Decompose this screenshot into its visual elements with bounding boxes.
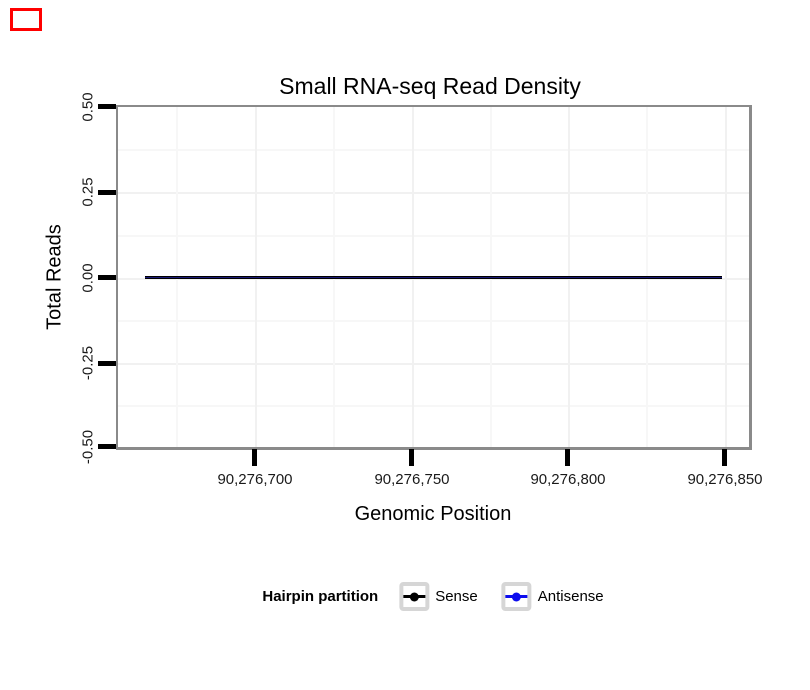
gridline-minor-h <box>118 149 749 151</box>
x-tick-mark <box>565 449 570 466</box>
legend-title: Hairpin partition <box>262 588 379 605</box>
legend-label-antisense: Antisense <box>537 588 604 605</box>
y-tick-label: 0.50 <box>79 92 97 122</box>
legend-label-sense: Sense <box>435 588 478 605</box>
legend-key-antisense-icon <box>501 582 532 611</box>
y-tick-label: 0.00 <box>79 263 97 293</box>
red-highlight-box <box>10 8 42 31</box>
x-tick-label: 90,276,850 <box>687 471 763 488</box>
x-tick-label: 90,276,750 <box>374 471 450 488</box>
y-tick-label: -0.25 <box>79 345 97 381</box>
gridline-major-h <box>118 278 749 280</box>
x-axis-title: Genomic Position <box>354 503 512 525</box>
gridline-minor-h <box>118 405 749 407</box>
gridline-major-v <box>725 107 727 447</box>
legend: Hairpin partition Sense Antisense <box>262 582 604 611</box>
y-tick-mark <box>98 444 116 449</box>
y-tick-mark <box>98 104 116 109</box>
y-tick-label: -0.50 <box>79 429 97 465</box>
y-tick-mark <box>98 361 116 366</box>
x-tick-mark <box>252 449 257 466</box>
sense-dot-icon <box>409 592 419 601</box>
x-tick-mark <box>722 449 727 466</box>
x-tick-label: 90,276,700 <box>217 471 293 488</box>
gridline-minor-h <box>118 320 749 322</box>
read-density-line <box>145 276 722 279</box>
chart-title: Small RNA-seq Read Density <box>279 73 581 99</box>
y-tick-mark <box>98 275 116 280</box>
plot-panel-inner <box>118 107 749 447</box>
y-axis-title: Total Reads <box>43 224 66 330</box>
y-tick-label: 0.25 <box>79 177 97 207</box>
plot-panel <box>116 105 752 450</box>
x-tick-label: 90,276,800 <box>530 471 606 488</box>
gridline-major-h <box>118 363 749 365</box>
y-tick-mark <box>98 190 116 195</box>
antisense-dot-icon <box>512 592 522 601</box>
gridline-minor-h <box>118 235 749 237</box>
gridline-major-h <box>118 192 749 194</box>
x-tick-mark <box>409 449 414 466</box>
legend-key-sense-icon <box>399 582 430 611</box>
